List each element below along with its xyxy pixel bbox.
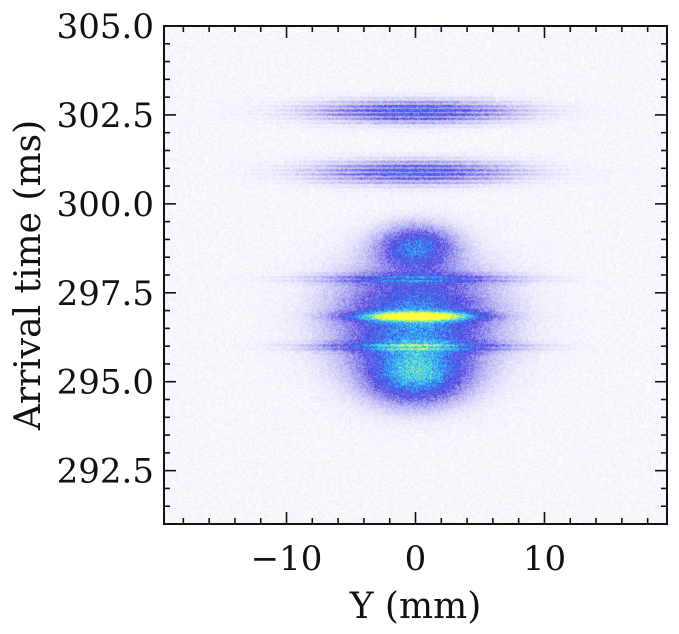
x-tick-label: −10 [251, 539, 323, 579]
x-tick-labels: −10 0 10 [251, 539, 566, 579]
y-tick-label: 302.5 [57, 96, 154, 136]
y-tick-label: 297.5 [57, 274, 154, 314]
y-tick-label: 292.5 [57, 452, 154, 492]
y-tick-labels: 292.5 295.0 297.5 300.0 302.5 305.0 [57, 7, 154, 492]
y-tick-label: 300.0 [57, 185, 154, 225]
x-axis-label: Y (mm) [349, 586, 482, 627]
x-tick-label: 0 [405, 539, 427, 579]
y-tick-label: 305.0 [57, 7, 154, 47]
y-axis-label: Arrival time (ms) [8, 120, 49, 431]
heatmap-image [164, 26, 667, 524]
y-tick-label: 295.0 [57, 363, 154, 403]
x-tick-label: 10 [523, 539, 566, 579]
plot-frame [163, 25, 668, 525]
